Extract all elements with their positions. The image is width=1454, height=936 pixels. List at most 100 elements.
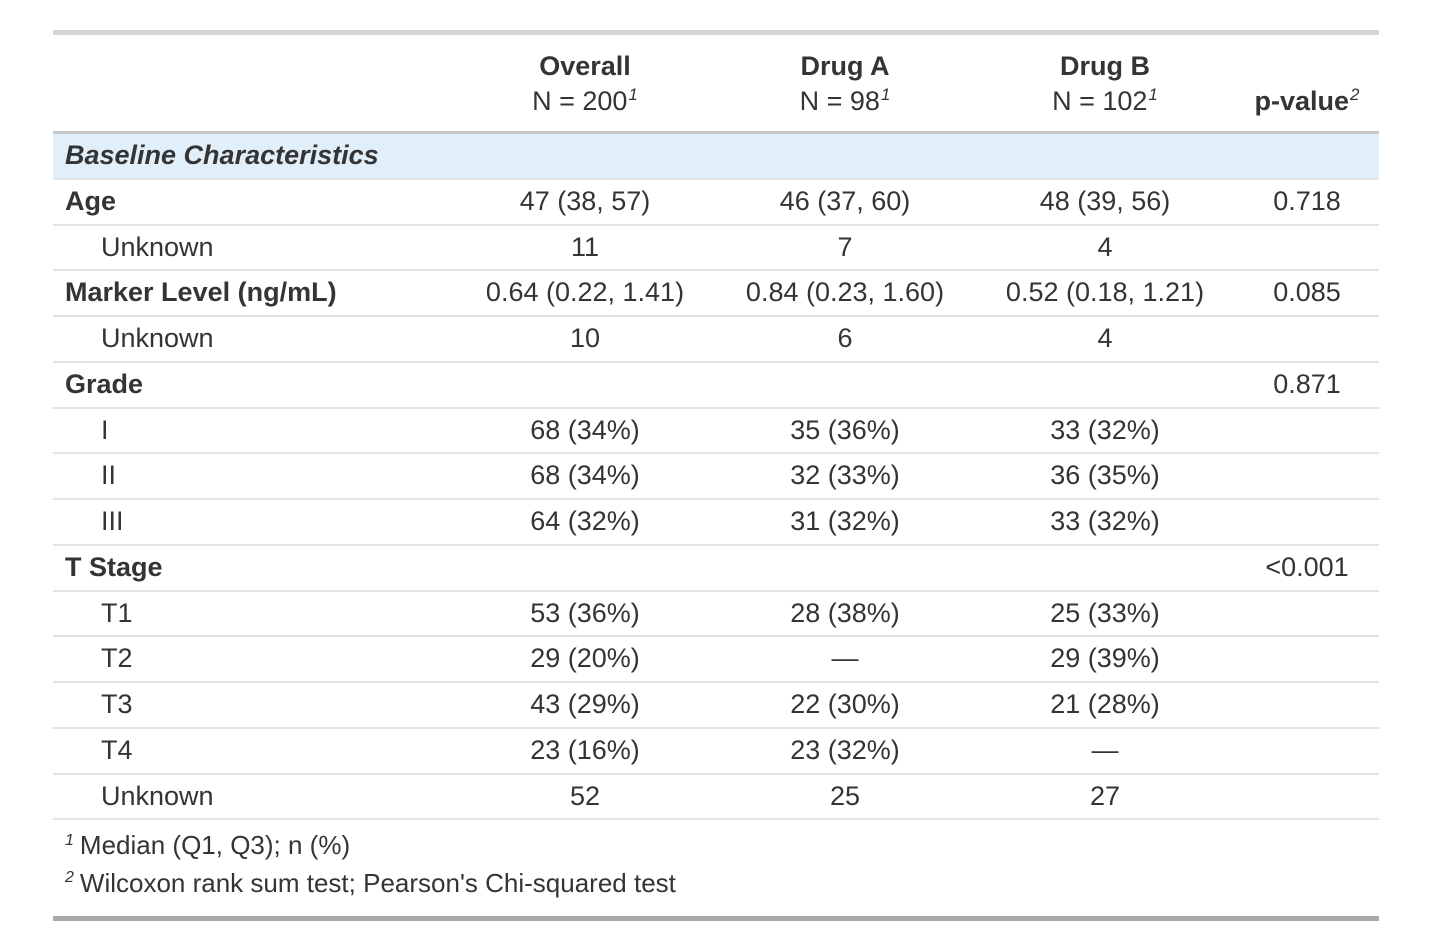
cell-value: 10: [455, 316, 715, 363]
cell-value: 47 (38, 57): [455, 178, 715, 226]
cell-value: [1235, 453, 1379, 501]
cell-value: 23 (16%): [455, 727, 715, 775]
cell-value: 53 (36%): [455, 590, 715, 638]
cell-value: 43 (29%): [455, 682, 715, 729]
footnote-1: 1 Median (Q1, Q3); n (%): [65, 827, 1371, 865]
cell-value: 0.871: [1235, 361, 1379, 409]
row-label: T2: [53, 636, 455, 684]
cell-value: 0.085: [1235, 270, 1379, 318]
column-header-drug-a: Drug A N = 981: [715, 32, 975, 135]
row-label: T3: [53, 682, 455, 729]
column-header-p-value: p-value2: [1235, 32, 1379, 135]
column-title: p-value: [1254, 86, 1350, 117]
cell-value: 4: [975, 316, 1235, 363]
table-header: Overall N = 2001 Drug A N = 981 Drug B N…: [53, 32, 1379, 135]
row-label: I: [53, 407, 455, 455]
cell-value: [455, 544, 715, 592]
cell-value: <0.001: [1235, 544, 1379, 592]
table-row: Grade 0.871: [53, 361, 1379, 409]
cell-value: 36 (35%): [975, 453, 1235, 501]
baseline-characteristics-table: Overall N = 2001 Drug A N = 981 Drug B N…: [53, 30, 1379, 921]
row-label: Unknown: [53, 224, 455, 272]
footnote-marker-1: 1: [65, 831, 74, 849]
row-label: Unknown: [53, 773, 455, 821]
cell-value: —: [715, 636, 975, 684]
cell-value: 11: [455, 224, 715, 272]
cell-value: 28 (38%): [715, 590, 975, 638]
cell-value: [1235, 636, 1379, 684]
column-title: Drug A: [800, 51, 890, 81]
cell-value: 7: [715, 224, 975, 272]
column-n: N = 1021: [1052, 85, 1158, 117]
cell-value: 25: [715, 773, 975, 821]
table-row: Marker Level (ng/mL) 0.64 (0.22, 1.41) 0.8…: [53, 270, 1379, 318]
cell-value: 0.84 (0.23, 1.60): [715, 270, 975, 318]
cell-value: 33 (32%): [975, 499, 1235, 546]
cell-value: 33 (32%): [975, 407, 1235, 455]
cell-value: [1235, 407, 1379, 455]
table-row: I 68 (34%) 35 (36%) 33 (32%): [53, 407, 1379, 455]
cell-value: 25 (33%): [975, 590, 1235, 638]
cell-value: 4: [975, 224, 1235, 272]
cell-value: 21 (28%): [975, 682, 1235, 729]
row-label: Grade: [53, 361, 455, 409]
cell-value: 27: [975, 773, 1235, 821]
table-row: T Stage <0.001: [53, 544, 1379, 592]
cell-value: [1235, 727, 1379, 775]
row-label: II: [53, 453, 455, 501]
footnote-cell: 1 Median (Q1, Q3); n (%) 2 Wilcoxon rank s…: [53, 818, 1379, 919]
footnote-2: 2 Wilcoxon rank sum test; Pearson's Chi-s…: [65, 865, 1371, 903]
cell-value: 0.718: [1235, 178, 1379, 226]
summary-table-container: Overall N = 2001 Drug A N = 981 Drug B N…: [53, 30, 1379, 921]
column-n: N = 2001: [532, 85, 638, 117]
column-title: Drug B: [1060, 51, 1150, 81]
cell-value: 64 (32%): [455, 499, 715, 546]
row-label: Age: [53, 178, 455, 226]
table-row: Unknown 10 6 4: [53, 316, 1379, 363]
footnote-ref-2: 2: [1350, 85, 1360, 105]
cell-value: [1235, 590, 1379, 638]
table-row: II 68 (34%) 32 (33%) 36 (35%): [53, 453, 1379, 501]
cell-value: 68 (34%): [455, 453, 715, 501]
row-label: T4: [53, 727, 455, 775]
column-header-label: [53, 32, 455, 135]
cell-value: 29 (39%): [975, 636, 1235, 684]
cell-value: 0.64 (0.22, 1.41): [455, 270, 715, 318]
table-row: Age 47 (38, 57) 46 (37, 60) 48 (39, 56) 0.71…: [53, 178, 1379, 226]
table-row: Unknown 52 25 27: [53, 773, 1379, 821]
cell-value: —: [975, 727, 1235, 775]
cell-value: 35 (36%): [715, 407, 975, 455]
group-row-label: Baseline Characteristics: [53, 132, 1379, 180]
footnote-row: 1 Median (Q1, Q3); n (%) 2 Wilcoxon rank s…: [53, 818, 1379, 919]
cell-value: 23 (32%): [715, 727, 975, 775]
row-label: T Stage: [53, 544, 455, 592]
cell-value: 31 (32%): [715, 499, 975, 546]
footnote-ref-1: 1: [880, 85, 891, 105]
header-row: Overall N = 2001 Drug A N = 981 Drug B N…: [53, 32, 1379, 135]
column-header-overall: Overall N = 2001: [455, 32, 715, 135]
row-label: III: [53, 499, 455, 546]
table-body: Baseline Characteristics Age 47 (38, 57) 46…: [53, 132, 1379, 821]
cell-value: 6: [715, 316, 975, 363]
cell-value: 68 (34%): [455, 407, 715, 455]
table-row: T2 29 (20%) —29 (39%): [53, 636, 1379, 684]
cell-value: 29 (20%): [455, 636, 715, 684]
row-label: Unknown: [53, 316, 455, 363]
cell-value: [1235, 316, 1379, 363]
cell-value: [975, 544, 1235, 592]
footnote-marker-2: 2: [65, 869, 74, 887]
cell-value: 0.52 (0.18, 1.21): [975, 270, 1235, 318]
cell-value: [715, 544, 975, 592]
footnote-ref-1: 1: [628, 85, 638, 105]
cell-value: [1235, 773, 1379, 821]
cell-value: [1235, 499, 1379, 546]
column-title: Overall: [539, 51, 631, 81]
cell-value: 52: [455, 773, 715, 821]
cell-value: [1235, 224, 1379, 272]
column-n: N = 981: [799, 85, 891, 117]
cell-value: [1235, 682, 1379, 729]
table-row: T4 23 (16%) 23 (32%) —: [53, 727, 1379, 775]
table-footnotes: 1 Median (Q1, Q3); n (%) 2 Wilcoxon rank s…: [53, 818, 1379, 919]
cell-value: [715, 361, 975, 409]
cell-value: 22 (30%): [715, 682, 975, 729]
